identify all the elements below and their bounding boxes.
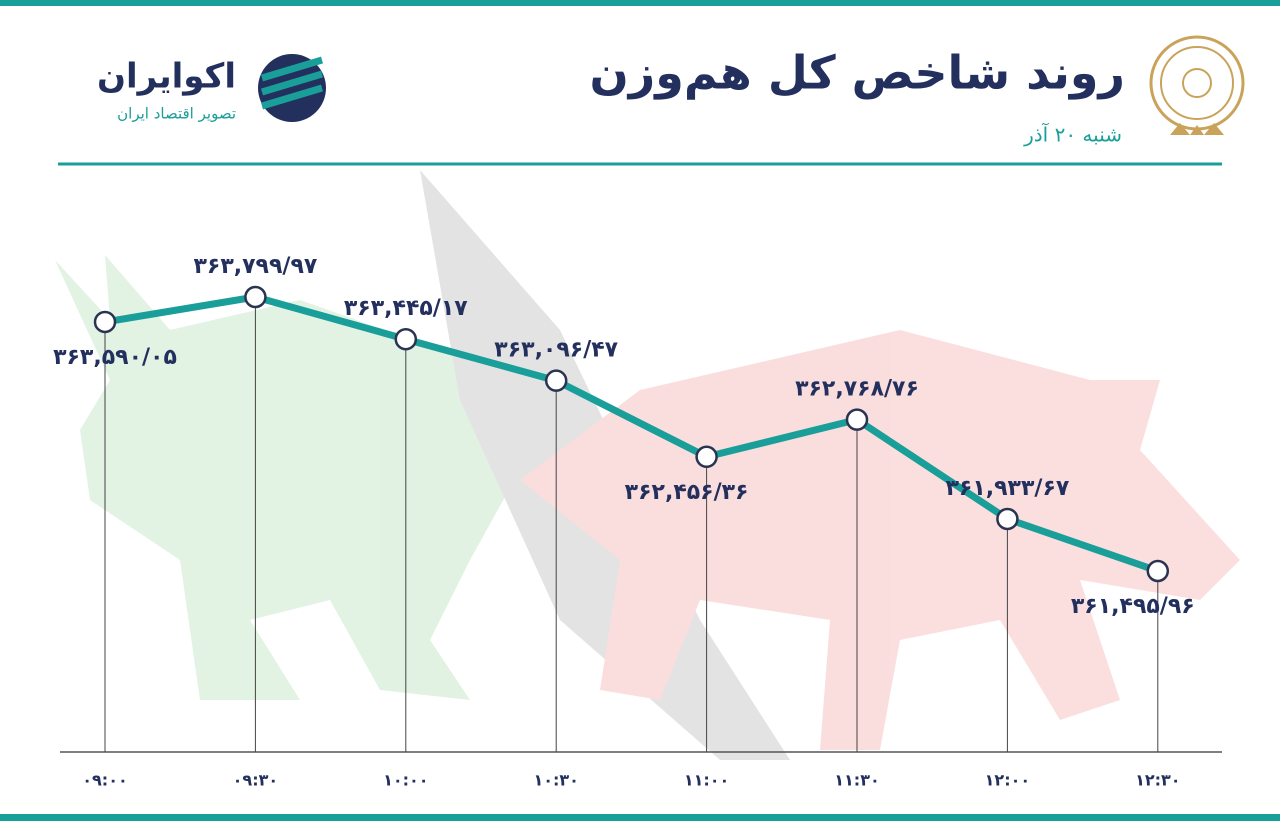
data-point bbox=[1146, 559, 1170, 583]
data-point bbox=[544, 369, 568, 392]
x-tick-label: ۱۲:۰۰ bbox=[985, 771, 1030, 790]
x-tick-label: ۱۰:۰۰ bbox=[383, 771, 428, 790]
value-label: ۳۶۲,۴۵۶/۳۶ bbox=[625, 480, 749, 505]
data-point bbox=[695, 445, 718, 469]
chart-title: روند شاخص کل هم‌وزن bbox=[590, 46, 1126, 100]
brand-name: اکوایران bbox=[97, 57, 236, 97]
value-label: ۳۶۳,۵۹۰/۰۵ bbox=[53, 345, 177, 370]
data-point bbox=[845, 408, 869, 431]
data-point bbox=[244, 285, 267, 309]
brand-tagline: تصویر اقتصاد ایران bbox=[117, 105, 236, 123]
bottom-bar bbox=[0, 814, 1280, 821]
x-tick-label: ۱۲:۳۰ bbox=[1135, 771, 1180, 790]
line-series bbox=[104, 293, 1159, 575]
chart-subtitle: شنبه ۲۰ آذر bbox=[1023, 122, 1122, 147]
value-label: ۳۶۱,۹۳۳/۶۷ bbox=[945, 476, 1069, 501]
data-point bbox=[996, 507, 1019, 531]
value-label: ۳۶۳,۴۴۵/۱۷ bbox=[344, 296, 468, 321]
value-label: ۳۶۱,۴۹۵/۹۶ bbox=[1071, 594, 1195, 619]
brand-logo bbox=[258, 54, 326, 122]
x-tick-label: ۱۰:۳۰ bbox=[533, 771, 578, 790]
top-bar bbox=[0, 0, 1280, 6]
data-point bbox=[93, 310, 117, 334]
background-art bbox=[55, 170, 1240, 760]
value-label: ۳۶۲,۷۶۸/۷۶ bbox=[795, 377, 919, 402]
x-tick-label: ۱۱:۳۰ bbox=[834, 771, 879, 790]
x-tick-label: ۰۹:۳۰ bbox=[233, 771, 278, 790]
data-point bbox=[394, 327, 418, 351]
value-label: ۳۶۳,۷۹۹/۹۷ bbox=[193, 254, 317, 279]
logo-emblem bbox=[1149, 35, 1245, 135]
value-label: ۳۶۳,۰۹۶/۴۷ bbox=[494, 338, 618, 363]
x-tick-label: ۱۱:۰۰ bbox=[684, 771, 729, 790]
x-tick-label: ۰۹:۰۰ bbox=[82, 771, 127, 790]
